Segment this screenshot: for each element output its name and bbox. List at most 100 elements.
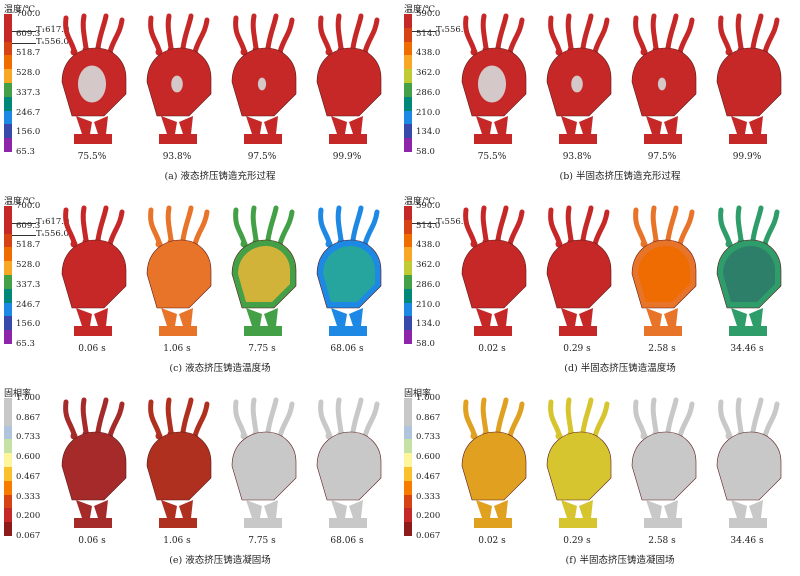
casting-leg-left [476,116,492,134]
marker-line [12,43,36,44]
casting-base [159,518,197,528]
colorbar-segment [4,69,12,83]
temperature-marker: T₁617.0 [36,217,70,227]
frame-label: 99.9% [332,152,362,162]
casting-leg-right [94,116,108,134]
casting-core [153,438,205,494]
feeding-channels [633,205,695,247]
colorbar-tick: 210.0 [416,107,441,118]
colorbar-segment [4,219,12,234]
colorbar-segment [4,261,12,275]
colorbar-tick: 0.867 [16,412,41,423]
casting-leg-left [561,116,577,134]
frame-label: 97.5% [247,152,277,162]
feeding-channels [318,397,380,439]
colorbar-segment [404,247,412,262]
frame-label: 0.06 s [78,344,106,354]
casting-core [238,438,290,494]
frame-label: 1.06 s [163,344,191,354]
colorbar-tick: 0.733 [16,432,41,443]
casting-leg-left [646,500,662,518]
simulation-frame [452,396,532,536]
feeding-channels [148,205,210,247]
feeding-channels [463,13,525,55]
feeding-channels [463,397,525,439]
casting-base [644,518,682,528]
simulation-frame [52,396,132,536]
unfilled-region [571,75,583,93]
frame-label: 0.02 s [478,344,506,354]
simulation-frame [537,204,617,344]
casting-simulation-f-4 [716,397,782,528]
casting-leg-right [264,500,278,518]
unfilled-region [657,77,667,91]
colorbar-segment [404,219,412,234]
casting-simulation-e-4 [316,397,382,528]
simulation-frame [452,12,532,152]
frame-label: 68.06 s [330,536,364,546]
casting-simulation-b-4 [716,13,782,144]
feeding-channels [318,205,380,247]
colorbar-tick: 0.600 [416,452,441,463]
casting-core [553,438,605,494]
casting-core [468,438,520,494]
casting-simulation-a-3 [231,13,297,144]
colorbar-tick: 1.000 [16,393,41,403]
casting-simulation-e-3 [231,397,297,528]
frame-label: 0.29 s [563,536,591,546]
casting-core [323,54,375,110]
colorbar-tick: 58.0 [416,339,435,349]
frame-label: 2.58 s [648,344,676,354]
feeding-channels [718,205,780,247]
casting-leg-right [179,500,193,518]
casting-base [329,326,367,336]
simulation-frame [307,204,387,344]
colorbar-tick: 0.867 [416,412,441,423]
casting-simulation-d-2 [546,205,612,336]
colorbar-tick: 246.7 [16,107,41,118]
casting-base [74,326,112,336]
casting-leg-left [161,308,177,326]
casting-leg-left [76,500,92,518]
casting-leg-right [264,308,278,326]
feeding-channels [63,205,125,247]
casting-base [474,134,512,144]
simulation-frame [52,204,132,344]
legend-title: 温度/℃ [404,197,436,207]
temperature-marker: Tₛ556.0 [36,37,69,47]
casting-core [153,246,205,302]
colorbar-segment [4,330,12,344]
colorbar-tick: 362.0 [416,260,441,271]
colorbar-segment [404,82,412,97]
simulation-frame [222,12,302,152]
simulation-frame [707,396,787,536]
panel-caption: (b) 半固态挤压铸造充形过程 [559,171,681,182]
colorbar-segment [4,494,12,509]
panel-e: 固相率 1.000 0.867 0.733 0.600 0.467 0.333 0.200 0.… [0,384,400,576]
colorbar-tick: 0.600 [16,452,41,463]
colorbar-segment [4,316,12,331]
casting-leg-right [349,116,363,134]
colorbar-tick: 286.0 [416,87,441,98]
unfilled-region [77,65,107,103]
colorbar-segment [404,494,412,509]
colorbar-tick: 518.7 [16,240,41,251]
marker-line [12,31,36,32]
colorbar-segment [404,27,412,42]
colorbar-tick: 337.3 [16,279,41,290]
casting-leg-right [664,500,678,518]
simulation-frame [307,396,387,536]
casting-leg-right [749,116,763,134]
panel-d: 温度/℃ 590.0 514.0 438.0 362.0 286.0 210.0 134.0 5… [400,192,800,384]
feeding-channels [548,13,610,55]
casting-leg-left [476,500,492,518]
casting-simulation-c-2 [146,205,212,336]
colorbar [4,14,12,152]
casting-base [329,518,367,528]
colorbar-tick: 700.0 [16,201,41,211]
colorbar-segment [4,110,12,125]
colorbar-segment [4,398,12,412]
casting-base [74,518,112,528]
casting-base [729,134,767,144]
casting-base [729,518,767,528]
